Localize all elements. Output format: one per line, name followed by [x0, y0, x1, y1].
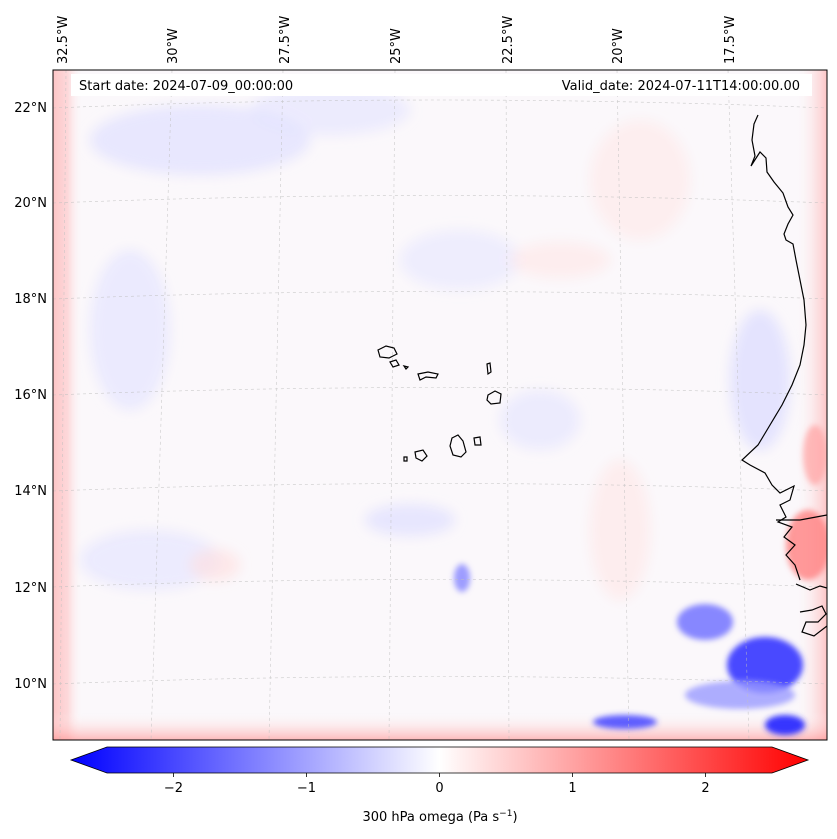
parallel-12N [53, 579, 827, 588]
island-boa-vista [486, 390, 502, 405]
colorbar-ticks: −2 −1 0 1 2 [164, 773, 710, 796]
meridian-27.5W [268, 70, 284, 740]
colorbar-tick-label: −1 [297, 781, 316, 796]
lat-label-18N: 18°N [14, 292, 47, 307]
lon-label-17.5W: 17.5°W [723, 16, 738, 64]
cape-verde-islands [377, 345, 502, 462]
field-blob-positive [510, 242, 610, 278]
omega-field [80, 85, 790, 600]
lon-label-30W: 30°W [166, 28, 181, 64]
island-brava [403, 456, 408, 462]
field-blob-negative [365, 504, 455, 536]
parallel-14N [53, 483, 827, 492]
colorbar-tick-label: 0 [435, 781, 443, 796]
parallel-16N [53, 387, 827, 396]
field-blob-negative [593, 715, 657, 729]
west-africa-coastline [741, 114, 827, 637]
field-blob-negative [90, 250, 170, 410]
colorbar-tick-label: 2 [701, 781, 709, 796]
field-blob-positive [590, 460, 650, 600]
lon-label-27.5W: 27.5°W [278, 16, 293, 64]
coastline-mauritania-senegal [741, 114, 807, 581]
lon-label-20W: 20°W [611, 28, 626, 64]
meridian-32.5W [59, 70, 67, 740]
field-blob-negative [730, 310, 790, 450]
map-frame [52, 69, 828, 741]
field-blob-negative [765, 715, 805, 735]
colorbar-body [69, 746, 810, 774]
lon-label-25W: 25°W [389, 28, 404, 64]
lat-label-12N: 12°N [14, 581, 47, 596]
graticule [53, 70, 827, 740]
field-blob-negative [80, 530, 220, 590]
meridian-22.5W [505, 70, 510, 740]
lon-label-32.5W: 32.5°W [56, 16, 71, 64]
meridian-17.5W [727, 70, 750, 740]
field-blob-negative [454, 564, 470, 592]
colorbar-tick-label: 1 [568, 781, 576, 796]
colorbar-label-suffix: ) [512, 810, 517, 825]
parallel-22N [53, 99, 827, 109]
map-panel: Start date: 2024-07-09_00:00:00 Valid_da… [53, 70, 827, 740]
coastline-gambia [776, 514, 827, 521]
island-santo-antao [377, 345, 398, 359]
field-blob-negative [400, 230, 520, 290]
island-maio [473, 436, 482, 446]
lat-label-10N: 10°N [14, 677, 47, 692]
field-blob-positive [190, 549, 240, 581]
island-sao-nicolau [417, 371, 439, 381]
field-blob-positive [786, 510, 827, 580]
meridian-30W [150, 70, 173, 740]
lat-label-16N: 16°N [14, 388, 47, 403]
coastline-guinea-bissau [795, 583, 827, 637]
field-blob-negative [677, 604, 733, 640]
island-santiago [449, 434, 467, 458]
bottom-edge-band [53, 712, 827, 740]
island-santa-luzia [402, 365, 410, 370]
colorbar-tick-label: −2 [164, 781, 183, 796]
island-sao-vicente [389, 359, 400, 368]
colorbar: −2 −1 0 1 2 300 hPa omega (Pa s−1) [69, 746, 810, 825]
lat-label-14N: 14°N [14, 484, 47, 499]
field-blob-negative [250, 85, 410, 135]
colorbar-label-prefix: 300 hPa omega (Pa s [362, 810, 499, 825]
colorbar-label: 300 hPa omega (Pa s−1) [362, 809, 517, 825]
longitude-labels: 32.5°W 30°W 27.5°W 25°W 22.5°W 20°W 17.5… [56, 16, 738, 64]
latitude-labels: 22°N 20°N 18°N 16°N 14°N 12°N 10°N [14, 101, 47, 692]
field-blob-negative [90, 105, 310, 175]
lat-label-20N: 20°N [14, 196, 47, 211]
field-blob-negative [727, 637, 803, 693]
colorbar-label-exponent: −1 [499, 809, 512, 819]
field-blob-positive [803, 425, 827, 485]
meridian-25W [388, 70, 396, 740]
meridian-20W [616, 70, 630, 740]
field-blob-negative [685, 681, 795, 709]
right-edge-band [795, 70, 827, 740]
strong-ascent-region [454, 425, 827, 735]
parallel-18N [53, 291, 827, 300]
island-fogo [414, 449, 428, 462]
parallel-20N [53, 195, 827, 204]
valid-date-label: Valid_date: 2024-07-11T14:00:00.00 [562, 79, 800, 94]
lon-label-22.5W: 22.5°W [501, 16, 516, 64]
field-blob-positive [590, 120, 690, 240]
field-blob-negative [500, 390, 580, 450]
island-sal [486, 362, 492, 376]
left-edge-band [53, 70, 83, 740]
parallel-10N [53, 676, 827, 685]
lat-label-22N: 22°N [14, 101, 47, 116]
start-date-label: Start date: 2024-07-09_00:00:00 [79, 79, 293, 94]
annotation-background [71, 74, 812, 96]
